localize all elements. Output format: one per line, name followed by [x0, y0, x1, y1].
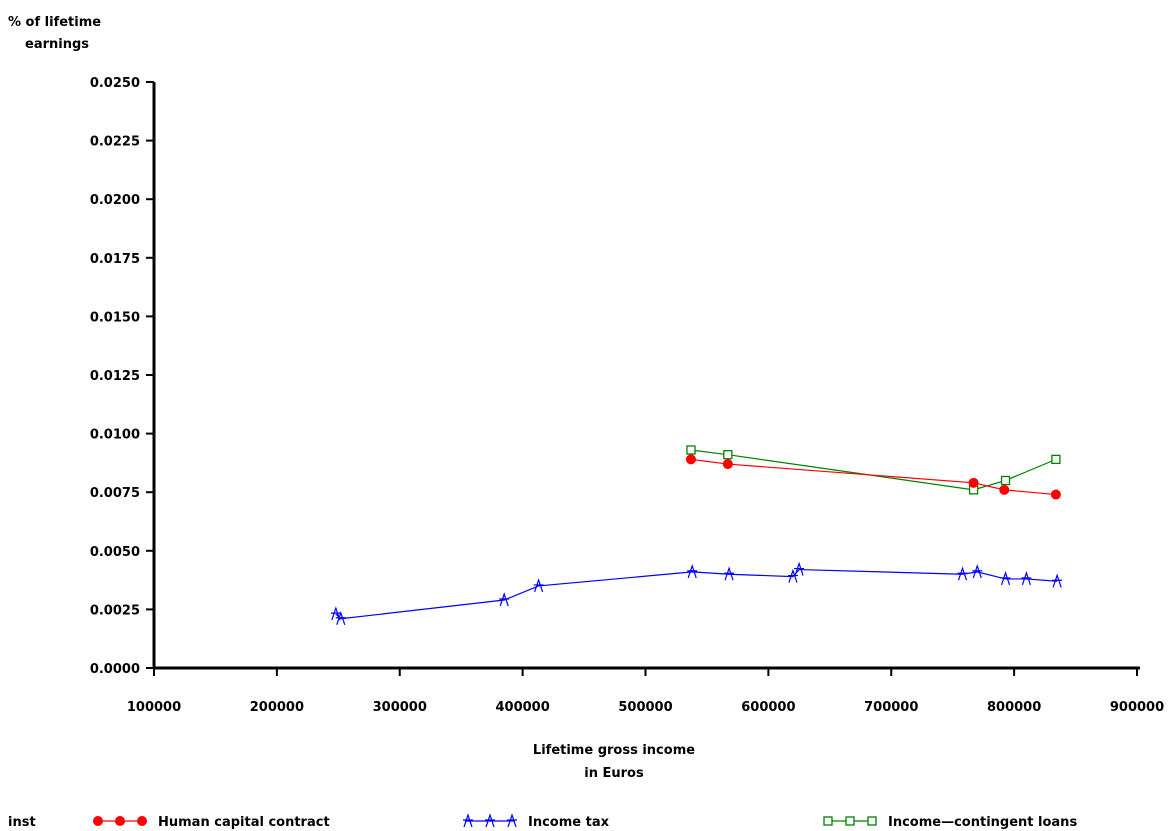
y-tick-label: 0.0025	[90, 603, 140, 618]
legend-title: inst	[8, 815, 36, 830]
data-point	[1021, 571, 1032, 586]
x-tick-label: 100000	[127, 700, 181, 715]
x-axis-ticks: 100000 200000 300000 400000 500000 600000 7000…	[127, 668, 1164, 715]
legend-label: Human capital contract	[158, 815, 330, 830]
data-point	[787, 568, 798, 583]
data-point	[533, 578, 544, 593]
data-point	[724, 566, 735, 581]
data-point	[1050, 489, 1061, 500]
legend-item: Human capital contract	[93, 815, 330, 830]
legend-marker	[867, 816, 877, 826]
y-tick-label: 0.0225	[90, 135, 140, 150]
legend-marker	[823, 816, 833, 826]
legend-marker	[463, 813, 473, 828]
y-tick-label: 0.0050	[90, 545, 140, 560]
data-point	[1051, 454, 1061, 465]
legend-marker	[115, 816, 125, 826]
series-layer	[330, 445, 1063, 625]
y-tick-label: 0.0075	[90, 486, 140, 501]
y-tick-label: 0.0250	[90, 76, 140, 91]
y-tick-label: 0.0200	[90, 193, 140, 208]
data-point	[1000, 475, 1011, 486]
x-tick-label: 500000	[618, 700, 672, 715]
x-tick-label: 800000	[987, 700, 1041, 715]
legend-marker	[507, 813, 517, 828]
series-income-contingent-loans	[686, 445, 1061, 495]
x-axis-label-line-1: Lifetime gross income	[533, 743, 695, 758]
data-point	[794, 561, 805, 576]
data-point	[1000, 571, 1011, 586]
data-point	[687, 563, 698, 579]
legend-label: Income tax	[528, 815, 610, 830]
data-point	[335, 610, 346, 625]
data-point	[972, 563, 983, 579]
series-income-tax	[330, 561, 1063, 625]
legend-marker	[845, 816, 855, 826]
x-tick-label: 200000	[250, 700, 304, 715]
legend: inst Human capital contract Income tax Inc…	[8, 813, 1077, 830]
y-tick-label: 0.0150	[90, 310, 140, 325]
y-tick-label: 0.0000	[90, 662, 140, 677]
legend-item: Income tax	[463, 813, 610, 830]
data-point	[957, 566, 968, 581]
x-tick-label: 400000	[495, 700, 549, 715]
y-tick-label: 0.0100	[90, 428, 140, 443]
y-tick-label: 0.0125	[90, 369, 140, 384]
x-tick-label: 900000	[1110, 700, 1164, 715]
x-tick-label: 300000	[373, 700, 427, 715]
series-human-capital-contract	[685, 454, 1061, 500]
data-point	[330, 606, 341, 621]
x-tick-label: 700000	[864, 700, 918, 715]
y-axis-ticks: 0.0000 0.0025 0.0050 0.0075 0.0100 0.0125 0.01…	[90, 76, 154, 677]
x-tick-label: 600000	[741, 700, 795, 715]
data-point	[999, 484, 1010, 495]
y-tick-label: 0.0175	[90, 252, 140, 267]
data-point	[686, 445, 696, 455]
data-point	[1052, 573, 1063, 588]
legend-label: Income—contingent loans	[888, 815, 1077, 830]
data-point	[499, 592, 510, 607]
legend-marker	[93, 816, 103, 826]
series-line	[335, 568, 1058, 620]
data-point	[723, 450, 733, 460]
data-point	[685, 454, 696, 465]
y-axis-label-line-1: % of lifetime	[8, 15, 101, 30]
x-axis-label-line-2: in Euros	[584, 766, 644, 781]
legend-marker	[485, 813, 495, 828]
legend-marker	[137, 816, 147, 826]
legend-item: Income—contingent loans	[823, 815, 1077, 830]
data-point	[968, 477, 979, 488]
y-axis-label-line-2: earnings	[25, 37, 89, 52]
data-point	[722, 459, 733, 470]
